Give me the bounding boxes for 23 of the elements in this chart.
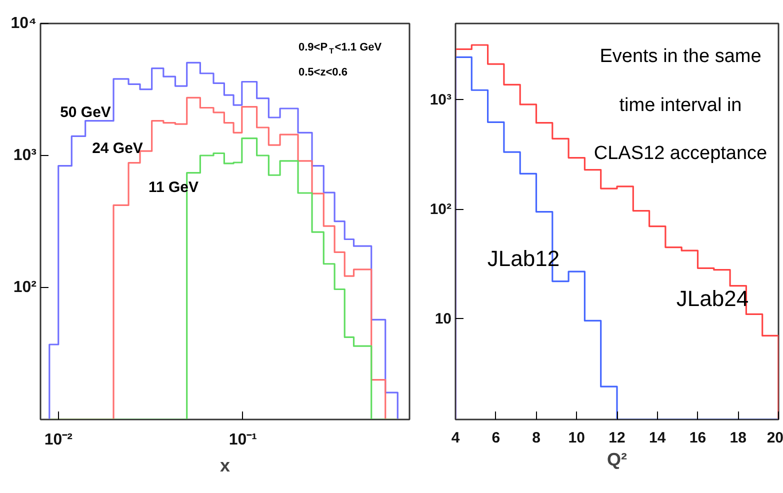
annotation: 24 GeV — [92, 140, 143, 157]
x-tick-label: 20 — [766, 430, 783, 446]
x-axis-title: Q² — [607, 450, 628, 470]
y-tick-label: 10³ — [430, 91, 452, 108]
x-axis-title: x — [220, 456, 230, 476]
text: Events in the same time interval in CLAS12 acceptance — [594, 46, 768, 164]
x-tick-label: 16 — [689, 430, 706, 446]
y-tick-label: 10 — [434, 310, 452, 328]
x-tick-label: 12 — [608, 430, 626, 446]
y-tick-label: 10² — [13, 279, 36, 296]
annotation: 50 GeV — [60, 104, 111, 121]
x-tick-label: 8 — [532, 430, 540, 446]
x-tick-label: 18 — [730, 430, 746, 446]
y-tick-label: 10⁴ — [10, 15, 37, 32]
x-tick-label: 10⁻² — [44, 432, 72, 448]
x-tick-label: 14 — [649, 430, 666, 446]
x-tick-label: 10⁻¹ — [228, 432, 257, 448]
y-tick-label: 10³ — [13, 147, 36, 164]
x-tick-label: 6 — [492, 430, 500, 446]
x-tick-label: 10 — [568, 430, 585, 446]
annotation: 0.5<z<0.6 — [298, 66, 348, 78]
y-tick-label: 10² — [430, 200, 452, 218]
x-tick-label: 4 — [451, 430, 460, 446]
